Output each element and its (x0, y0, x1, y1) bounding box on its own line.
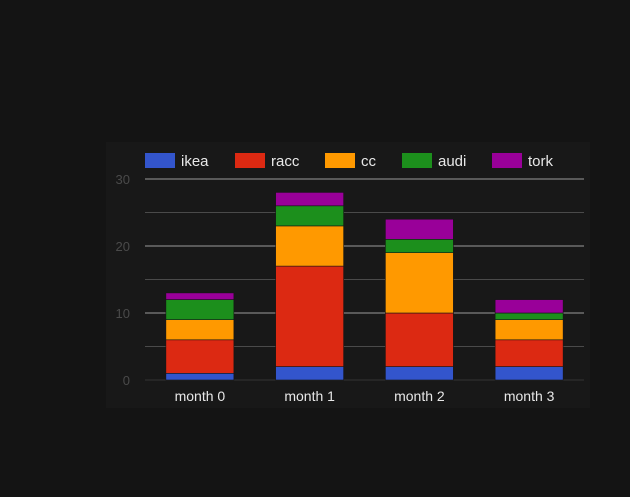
bar-audi-month-1[interactable] (275, 205, 344, 227)
legend-swatch-cc (325, 153, 355, 168)
x-category-label: month 3 (504, 388, 555, 404)
bar-ikea-month-0[interactable] (165, 372, 235, 381)
bar-tork-month-3[interactable] (494, 299, 564, 314)
legend-swatch-ikea (145, 153, 175, 168)
legend-item-audi[interactable]: audi (402, 153, 466, 170)
bar-audi-month-2[interactable] (385, 239, 454, 254)
bar-ikea-month-1[interactable] (275, 366, 344, 381)
chart-legend: ikea racc cc audi tork (145, 153, 554, 170)
bar-ikea-month-2[interactable] (385, 366, 454, 381)
bar-racc-month-0[interactable] (165, 339, 235, 374)
legend-swatch-racc (235, 153, 265, 168)
legend-item-tork[interactable]: tork (492, 153, 554, 170)
y-tick-label: 30 (116, 172, 130, 187)
x-category-label: month 1 (284, 388, 335, 404)
legend-item-racc[interactable]: racc (235, 153, 300, 170)
x-category-label: month 2 (394, 388, 445, 404)
bar-cc-month-1[interactable] (275, 225, 344, 267)
chart-bars (165, 192, 564, 381)
bar-racc-month-1[interactable] (275, 265, 344, 367)
bar-racc-month-3[interactable] (494, 339, 564, 367)
legend-item-ikea[interactable]: ikea (145, 153, 209, 170)
y-axis: 0 10 20 30 (116, 172, 130, 388)
bar-cc-month-3[interactable] (494, 319, 564, 341)
legend-label: ikea (181, 153, 209, 170)
bar-audi-month-0[interactable] (165, 299, 235, 321)
legend-label: racc (271, 153, 300, 170)
bar-audi-month-3[interactable] (494, 312, 564, 320)
bar-ikea-month-3[interactable] (494, 366, 564, 381)
legend-item-cc[interactable]: cc (325, 153, 377, 170)
y-tick-label: 0 (123, 373, 130, 388)
bar-cc-month-2[interactable] (385, 252, 454, 314)
legend-label: audi (438, 153, 466, 170)
legend-label: tork (528, 153, 554, 170)
y-tick-label: 10 (116, 306, 130, 321)
y-tick-label: 20 (116, 239, 130, 254)
bar-tork-month-0[interactable] (165, 292, 235, 300)
bar-tork-month-2[interactable] (385, 218, 454, 240)
legend-swatch-audi (402, 153, 432, 168)
x-axis: month 0 month 1 month 2 month 3 (175, 388, 555, 404)
bar-tork-month-1[interactable] (275, 192, 344, 207)
legend-swatch-tork (492, 153, 522, 168)
bar-racc-month-2[interactable] (385, 312, 454, 367)
bar-cc-month-0[interactable] (165, 319, 235, 341)
legend-label: cc (361, 153, 377, 170)
x-category-label: month 0 (175, 388, 226, 404)
